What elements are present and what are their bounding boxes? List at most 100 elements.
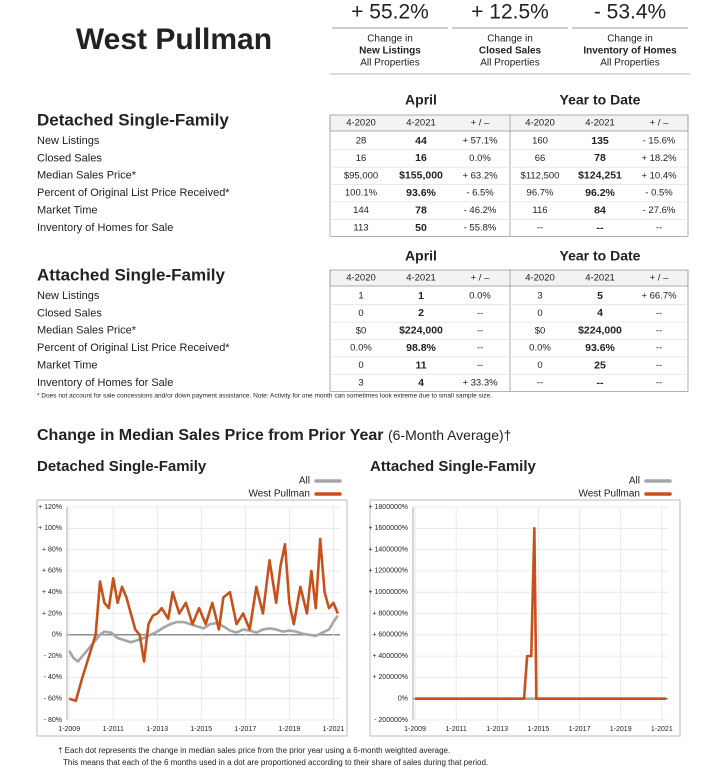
table-cell: - 0.5% [645, 188, 673, 199]
y-tick-label: - 200000% [374, 717, 408, 724]
table-cell: - 46.2% [464, 205, 497, 216]
y-tick-label: + 800000% [372, 610, 408, 617]
chart-frame [36, 499, 348, 737]
table-cell: 3 [537, 291, 542, 302]
table-cell: -- [477, 360, 483, 371]
table-title: Attached Single-Family [37, 265, 226, 284]
row-label: Median Sales Price* [37, 325, 137, 337]
table-cell: -- [537, 378, 543, 389]
row-label: Median Sales Price* [37, 170, 137, 182]
table-cell: - 27.6% [643, 205, 676, 216]
chart-title: Attached Single-Family [370, 458, 537, 475]
table-cell: -- [597, 222, 604, 234]
table-cell: $224,000 [578, 325, 622, 337]
table-header-row [329, 114, 689, 132]
table-header-row [329, 269, 689, 287]
table-cell: + 10.4% [641, 170, 677, 181]
column-header: 4-2021 [406, 118, 436, 129]
table-cell: 78 [594, 152, 606, 164]
y-tick-label: + 60% [42, 568, 62, 575]
y-tick-label: + 1600000% [368, 525, 408, 532]
table-cell: 66 [535, 153, 546, 164]
table-cell: 78 [415, 204, 427, 216]
row-label: New Listings [37, 135, 100, 147]
table-cell: -- [477, 343, 483, 354]
y-tick-label: + 100% [38, 525, 62, 532]
table-cell: -- [656, 360, 662, 371]
table-cell: 0 [358, 308, 363, 319]
table-cell: + 63.2% [462, 170, 498, 181]
table-cell: 2 [418, 307, 424, 319]
table-cell: 16 [356, 153, 367, 164]
table-cell: 0 [537, 360, 542, 371]
table-cell: 0.0% [350, 343, 372, 354]
x-tick-label: 1-2015 [528, 726, 550, 733]
y-tick-label: + 1000000% [368, 589, 408, 596]
stat-label: Change in [607, 34, 653, 45]
y-tick-label: + 200000% [372, 674, 408, 681]
x-tick-label: 1-2017 [234, 726, 256, 733]
page-title: West Pullman [76, 23, 272, 56]
x-tick-label: 1-2019 [278, 726, 300, 733]
row-label: Closed Sales [37, 307, 102, 319]
table-cell: $112,500 [521, 170, 560, 181]
stat-label: Inventory of Homes [583, 46, 677, 57]
table-cell: 1 [418, 290, 424, 302]
y-tick-label: - 80% [44, 717, 62, 724]
table-cell: $0 [356, 325, 367, 336]
table-cell: 0 [358, 360, 363, 371]
stat-label: Closed Sales [479, 46, 542, 57]
x-tick-label: 1-2009 [58, 726, 80, 733]
table-cell: -- [597, 377, 604, 389]
y-tick-label: + 600000% [372, 632, 408, 639]
table-cell: - 55.8% [464, 223, 497, 234]
table-cell: $0 [535, 325, 546, 336]
row-label: Percent of Original List Price Received* [37, 342, 230, 354]
column-header: + / – [471, 118, 490, 129]
table-cell: 1 [358, 291, 363, 302]
table-note: * Does not account for sale concessions … [37, 393, 492, 400]
table-cell: -- [656, 378, 662, 389]
x-tick-label: 1-2017 [569, 726, 591, 733]
table-cell: 50 [415, 222, 427, 234]
table-cell: $95,000 [344, 170, 378, 181]
table-title: Detached Single-Family [37, 110, 229, 129]
stat-label: All Properties [600, 58, 659, 69]
table-cell: 116 [532, 205, 547, 216]
stat-label: All Properties [360, 58, 419, 69]
legend-label: All [299, 476, 310, 487]
series-line [68, 614, 339, 663]
y-tick-label: + 1400000% [368, 546, 408, 553]
legend-label: All [629, 476, 640, 487]
x-tick-label: 1-2019 [610, 726, 632, 733]
table-cell: 0.0% [469, 291, 491, 302]
table-cell: + 57.1% [462, 136, 498, 147]
table-cell: -- [656, 343, 662, 354]
x-tick-label: 1-2013 [146, 726, 168, 733]
table-cell: - 6.5% [466, 188, 494, 199]
table-cell: 98.8% [406, 342, 436, 354]
table-cell: + 66.7% [641, 291, 677, 302]
table-cell: -- [656, 223, 662, 234]
y-tick-label: 0% [398, 696, 408, 703]
y-tick-label: + 40% [42, 589, 62, 596]
stat-value: + 55.2% [351, 1, 429, 24]
column-header: 4-2020 [525, 118, 555, 129]
column-header: 4-2020 [346, 118, 376, 129]
table-cell: -- [477, 308, 483, 319]
x-tick-label: 1-2021 [651, 726, 673, 733]
table-cell: - 15.6% [643, 136, 676, 147]
footnote: This means that each of the 6 months use… [63, 758, 488, 767]
stat-value: - 53.4% [594, 1, 666, 24]
table-cell: 0.0% [469, 153, 491, 164]
legend-label: West Pullman [578, 489, 640, 500]
group-header: April [405, 92, 437, 108]
table-cell: $155,000 [399, 170, 443, 182]
series-line [415, 527, 666, 700]
row-label: Market Time [37, 360, 98, 372]
column-header: 4-2021 [585, 273, 615, 284]
table-cell: 135 [591, 135, 609, 147]
table-cell: 113 [353, 223, 368, 234]
table-cell: $224,000 [399, 325, 443, 337]
